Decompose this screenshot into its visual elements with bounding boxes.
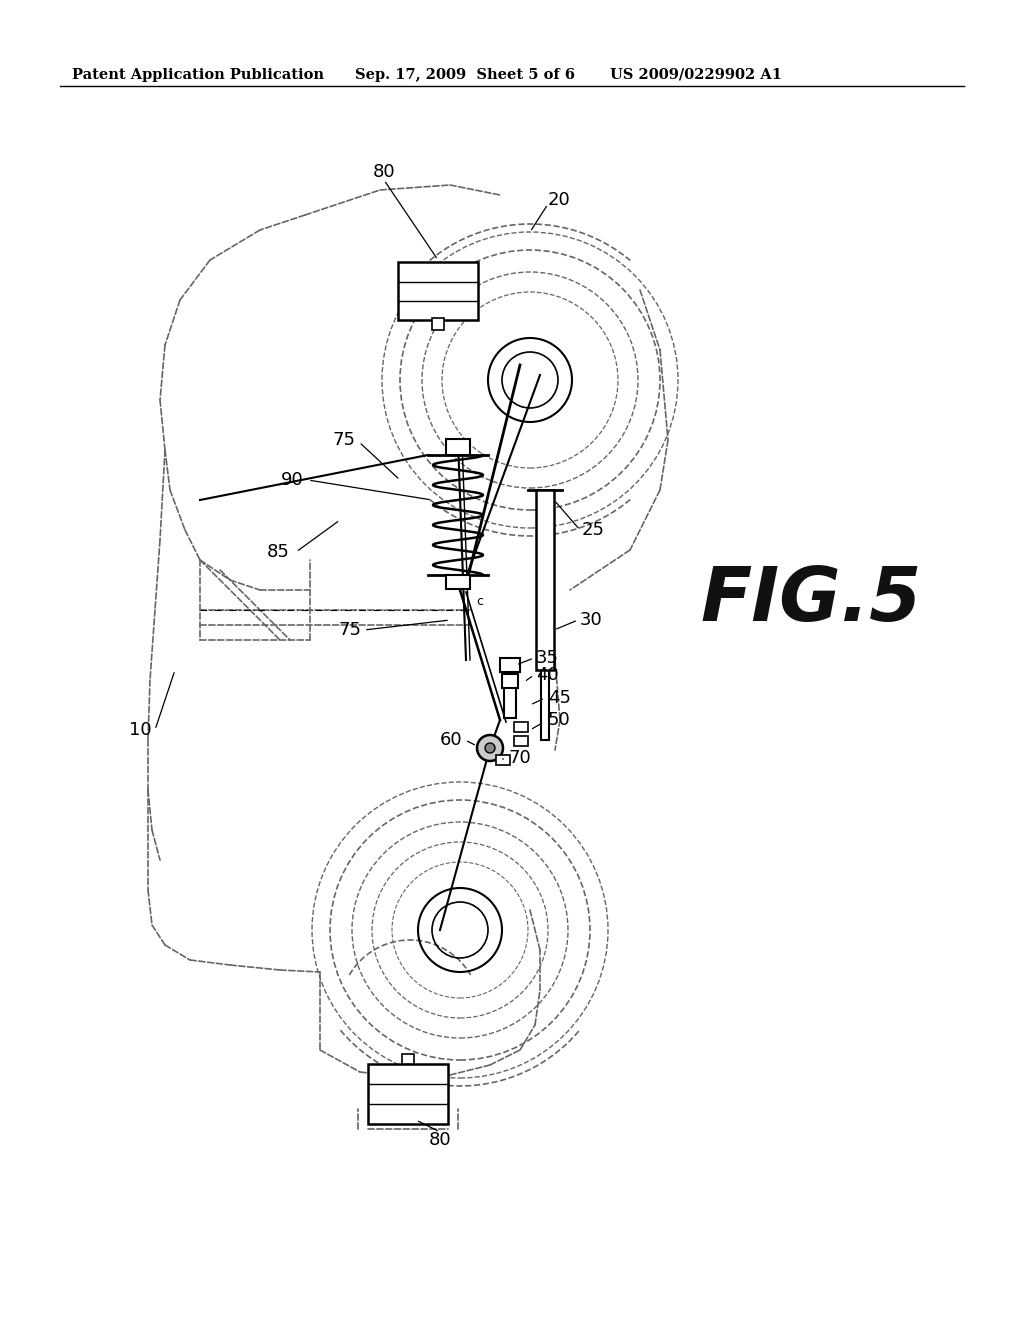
Text: 90: 90 [282,471,304,488]
Bar [496,755,510,766]
Bar [500,657,520,672]
Bar [502,675,518,688]
Text: Sep. 17, 2009  Sheet 5 of 6: Sep. 17, 2009 Sheet 5 of 6 [355,69,575,82]
Bar [514,737,528,746]
Text: 35: 35 [536,649,559,667]
Text: 40: 40 [536,667,559,684]
Bar [514,722,528,733]
Text: 50: 50 [548,711,570,729]
Text: 60: 60 [439,731,462,748]
Text: 80: 80 [429,1131,452,1148]
Text: 85: 85 [267,543,290,561]
Bar [398,261,478,319]
Bar [446,576,470,589]
Text: US 2009/0229902 A1: US 2009/0229902 A1 [610,69,782,82]
Text: 30: 30 [580,611,603,630]
Bar [402,1053,414,1064]
Text: 75: 75 [333,432,356,449]
Text: 10: 10 [129,721,152,739]
Text: 45: 45 [548,689,571,708]
Text: c: c [476,595,483,609]
Text: 75: 75 [339,620,362,639]
Bar [504,663,516,718]
Bar [446,440,470,455]
Text: Patent Application Publication: Patent Application Publication [72,69,324,82]
Text: 20: 20 [548,191,570,209]
Bar [536,490,554,671]
Circle shape [477,735,503,762]
Text: 70: 70 [508,748,530,767]
Text: 80: 80 [373,162,395,181]
Text: FIG.5: FIG.5 [700,564,922,636]
Bar [432,318,444,330]
Text: 25: 25 [582,521,605,539]
Circle shape [485,743,495,752]
Bar [368,1064,449,1125]
